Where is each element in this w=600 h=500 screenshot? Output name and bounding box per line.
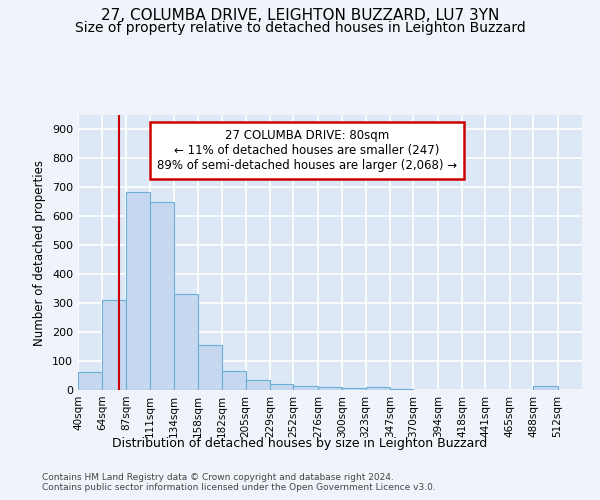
Bar <box>78 372 103 390</box>
Bar <box>342 388 365 390</box>
Bar <box>270 384 293 390</box>
Bar <box>533 386 557 390</box>
Bar <box>173 294 198 390</box>
Text: Contains HM Land Registry data © Crown copyright and database right 2024.
Contai: Contains HM Land Registry data © Crown c… <box>42 472 436 492</box>
Bar <box>365 387 390 390</box>
Text: Size of property relative to detached houses in Leighton Buzzard: Size of property relative to detached ho… <box>74 21 526 35</box>
Bar <box>103 300 126 390</box>
Bar <box>245 380 270 390</box>
Bar <box>293 386 318 390</box>
Bar <box>318 387 342 390</box>
Y-axis label: Number of detached properties: Number of detached properties <box>34 160 46 346</box>
Bar <box>150 202 173 390</box>
Text: Distribution of detached houses by size in Leighton Buzzard: Distribution of detached houses by size … <box>112 438 488 450</box>
Text: 27 COLUMBA DRIVE: 80sqm
← 11% of detached houses are smaller (247)
89% of semi-d: 27 COLUMBA DRIVE: 80sqm ← 11% of detache… <box>157 129 457 172</box>
Bar <box>126 192 150 390</box>
Text: 27, COLUMBA DRIVE, LEIGHTON BUZZARD, LU7 3YN: 27, COLUMBA DRIVE, LEIGHTON BUZZARD, LU7… <box>101 8 499 22</box>
Bar <box>222 371 245 390</box>
Bar <box>390 388 413 390</box>
Bar <box>198 345 222 390</box>
